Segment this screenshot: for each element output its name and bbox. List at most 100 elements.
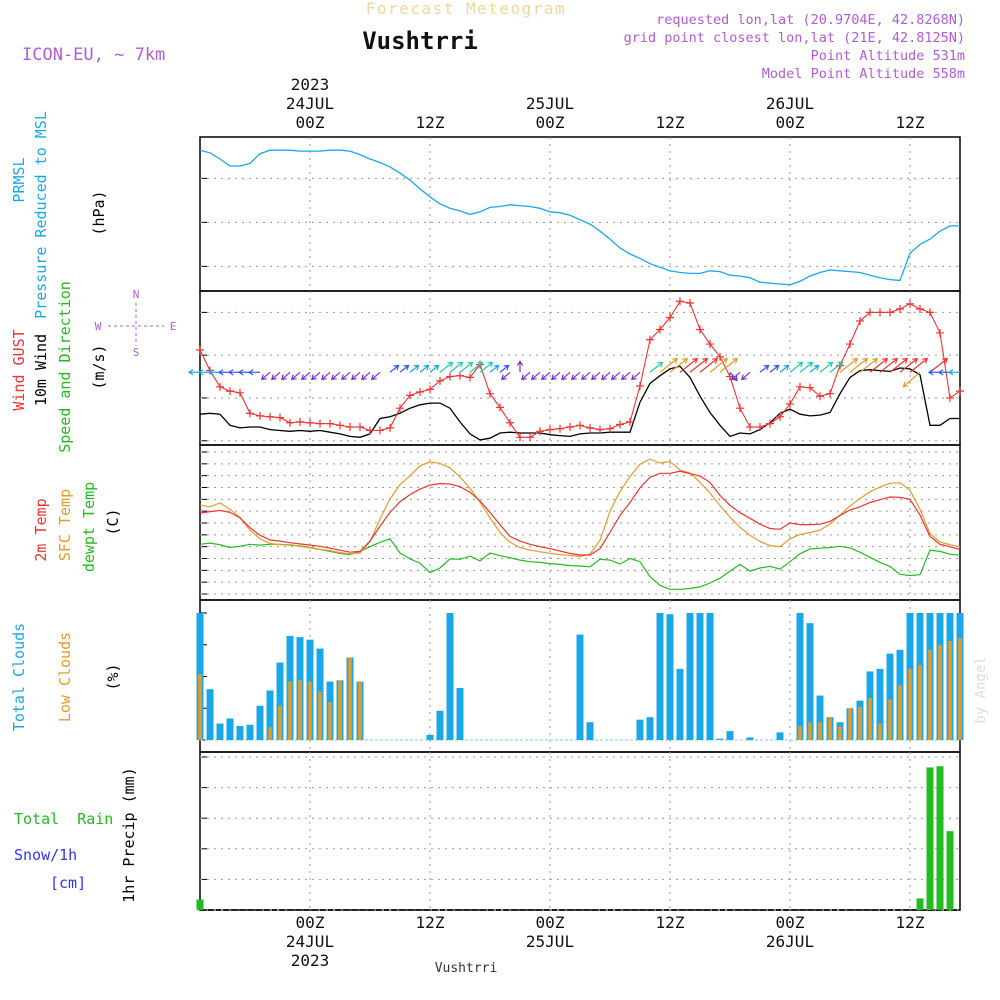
total-cloud-bar xyxy=(276,662,284,740)
wind-gust-point xyxy=(216,382,224,391)
low-cloud-bar xyxy=(848,708,852,740)
wind-gust-point xyxy=(536,427,544,436)
total-clouds-label: Total Clouds xyxy=(10,623,28,731)
snow-label: Snow/1h xyxy=(14,846,77,864)
wind-gust-point xyxy=(406,391,414,400)
time-tick-label: 25JUL xyxy=(526,94,574,113)
low-cloud-bar xyxy=(328,701,332,740)
wind-direction-arrow xyxy=(659,357,679,373)
wind-direction-arrow xyxy=(500,371,511,381)
wind-direction-arrow xyxy=(819,361,834,373)
time-tick-label: 25JUL xyxy=(526,932,574,951)
sfc-temp-line xyxy=(199,458,961,558)
low-cloud-bar xyxy=(858,706,862,740)
wind-direction-arrow xyxy=(829,361,844,373)
low-cloud-bar xyxy=(288,681,292,740)
wind-direction-arrow xyxy=(260,371,271,381)
wind-gust-point xyxy=(496,403,504,412)
wind-direction-arrow xyxy=(769,364,780,373)
low-cloud-bar xyxy=(838,726,842,740)
time-tick-label: 24JUL xyxy=(286,94,334,113)
pressure-panel xyxy=(199,136,961,292)
wind-direction-arrow xyxy=(859,357,879,373)
total-cloud-bar xyxy=(446,613,454,740)
time-tick-label: 24JUL xyxy=(286,932,334,951)
wind-direction-arrow xyxy=(799,361,814,373)
wind-direction-arrow xyxy=(320,371,331,381)
total-cloud-bar xyxy=(426,734,434,740)
wind-direction-arrow xyxy=(719,357,739,373)
wind-direction-arrow xyxy=(899,357,919,373)
pressure-desc-label: Pressure Reduced to MSL xyxy=(32,111,50,319)
wind-direction-arrow xyxy=(849,357,869,373)
temp-2m-line xyxy=(199,470,961,556)
wind-direction-arrow xyxy=(540,371,551,381)
wind-gust-point xyxy=(376,426,384,435)
total-cloud-bar xyxy=(676,668,684,740)
wind-direction-arrow xyxy=(489,364,500,373)
low-cloud-bar xyxy=(928,649,932,740)
wind-direction-arrow xyxy=(247,369,261,376)
compass-s: S xyxy=(133,346,140,359)
wind-direction-arrow xyxy=(516,360,524,373)
total-cloud-bar xyxy=(706,613,714,740)
wind-gust-point xyxy=(616,420,624,429)
time-tick-label: 2023 xyxy=(291,75,330,94)
wind-gust-point xyxy=(606,424,614,433)
wind-direction-arrow xyxy=(280,371,291,381)
wind-gust-point xyxy=(906,299,914,308)
wind-gust-point xyxy=(696,325,704,334)
wind-direction-arrow xyxy=(419,364,430,373)
low-cloud-bar xyxy=(298,680,302,740)
wind-direction-arrow xyxy=(530,371,541,381)
wind-direction-arrow xyxy=(499,364,510,373)
total-cloud-bar xyxy=(876,668,884,740)
wind-panel xyxy=(187,290,964,446)
wind-10m-label: 10m Wind xyxy=(32,334,50,406)
panel-frame xyxy=(199,751,961,911)
total-cloud-bar xyxy=(646,717,654,740)
wind-gust-point xyxy=(396,404,404,413)
wind-gust-point xyxy=(366,426,374,435)
wind-direction-arrow xyxy=(879,357,899,373)
total-cloud-bar xyxy=(666,614,674,740)
time-tick-label: 26JUL xyxy=(766,94,814,113)
wind-gust-point xyxy=(666,313,674,322)
wind-gust-point xyxy=(766,419,774,428)
wind-direction-arrow xyxy=(699,357,719,373)
wind-gust-point xyxy=(226,387,234,396)
wind-gust-point xyxy=(456,371,464,380)
precip-unit-label: 1hr Precip (mm) xyxy=(120,767,138,902)
wind-direction-arrow xyxy=(350,371,361,381)
wind-direction-arrow xyxy=(590,371,601,381)
wind-direction-arrow xyxy=(370,371,381,381)
wind-unit-label: (m/s) xyxy=(90,344,108,389)
rain-bar xyxy=(946,831,954,910)
wind-direction-arrow xyxy=(689,357,709,373)
wind-gust-line xyxy=(199,300,961,438)
low-cloud-bar xyxy=(828,717,832,740)
low-cloud-bar xyxy=(818,722,822,740)
wind-direction-arrow xyxy=(889,357,909,373)
info-line-1: requested lon,lat (20.9704E, 42.8268N) xyxy=(656,12,965,28)
low-cloud-bar xyxy=(308,681,312,740)
total-cloud-bar xyxy=(586,722,594,740)
wind-gust-point xyxy=(806,383,814,392)
wind-direction-arrow xyxy=(610,371,621,381)
wind-gust-point xyxy=(676,297,684,306)
wind-direction-arrow xyxy=(709,357,729,373)
low-cloud-bar xyxy=(958,638,962,740)
wind-gust-point xyxy=(266,412,274,421)
wind-gust-point xyxy=(276,413,284,422)
wind-direction-arrow xyxy=(389,364,400,373)
wind-gust-point xyxy=(416,387,424,396)
wind-gust-point xyxy=(236,388,244,397)
rain-bar xyxy=(196,899,204,910)
info-line-2: grid point closest lon,lat (21E, 42.8125… xyxy=(624,30,965,46)
temperature-panel xyxy=(199,444,961,601)
time-tick-label: 2023 xyxy=(291,951,330,970)
wind-gust-point xyxy=(936,328,944,337)
wind-direction-arrow xyxy=(550,371,561,381)
wind-direction-arrow xyxy=(649,361,664,373)
low-cloud-bar xyxy=(798,726,802,740)
